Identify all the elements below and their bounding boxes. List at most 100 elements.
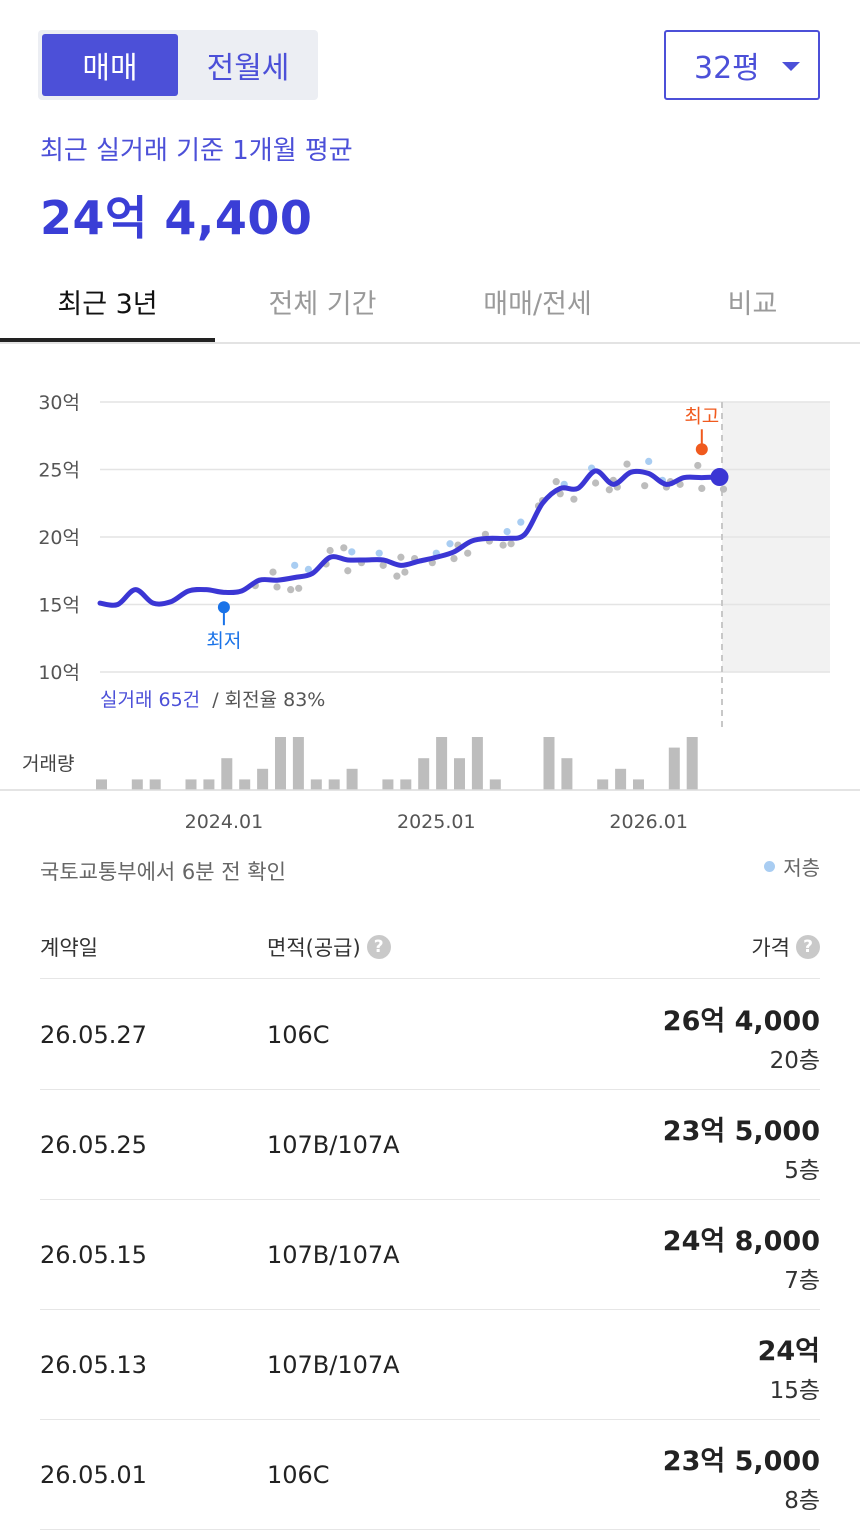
volume-bar: [633, 779, 644, 790]
deal-dot: [499, 541, 507, 549]
data-source-text: 국토교통부에서 6분 전 확인: [40, 860, 286, 884]
volume-bar: [96, 779, 107, 790]
floor: 15층: [769, 1378, 820, 1404]
low-floor-deal-dot: [291, 561, 299, 569]
help-icon[interactable]: ?: [796, 935, 820, 959]
y-tick-label: 15억: [38, 595, 80, 617]
tab-compare[interactable]: 비교: [727, 288, 778, 320]
deal-dot: [393, 572, 401, 580]
deal-dot: [605, 486, 613, 494]
volume-bar: [221, 758, 233, 790]
deal-dot: [269, 568, 277, 576]
deal-price: 24억 8,000: [662, 1226, 820, 1257]
volume-bar: [292, 737, 304, 790]
low-floor-deal-dot: [517, 518, 525, 526]
svg-text:실거래 65건 / 회전율 83%: 실거래 65건 / 회전율 83%: [100, 689, 325, 711]
volume-bar: [400, 779, 412, 790]
lowest-marker: [217, 601, 230, 614]
header-contract-date: 계약일: [40, 936, 98, 960]
low-floor-deal-dot: [375, 549, 383, 557]
area-type: 107B/107A: [267, 1131, 400, 1159]
low-floor-deal-dot: [446, 540, 454, 548]
contract-date: 26.05.27: [40, 1021, 147, 1049]
volume-bar: [597, 779, 609, 790]
volume-bar: [346, 768, 358, 790]
volume-bar: [275, 737, 286, 790]
volume-bar: [185, 779, 197, 790]
period-tabs: 최근 3년 전체 기간 매매/전세 비교: [0, 262, 860, 344]
floor: 8층: [784, 1488, 820, 1514]
highest-marker: [695, 443, 708, 456]
price-trend-line: [97, 468, 722, 608]
deal-dot: [450, 555, 458, 563]
header-price: 가격 ?: [751, 932, 820, 962]
volume-bar: [257, 768, 269, 790]
floor: 20층: [769, 1048, 820, 1074]
low-floor-deal-dot: [348, 548, 356, 556]
help-icon[interactable]: ?: [366, 935, 391, 959]
low-floor-deal-dot: [304, 565, 312, 573]
deal-dot: [273, 583, 281, 591]
highest-label: 최고: [684, 405, 719, 427]
deal-dot: [641, 482, 649, 490]
volume-bar: [489, 779, 501, 790]
contract-date: 26.05.13: [40, 1351, 147, 1379]
volume-bar: [471, 737, 483, 790]
deal-dot: [326, 546, 334, 555]
active-tab-indicator: [0, 338, 215, 342]
area-dropdown[interactable]: 32평: [664, 30, 820, 100]
volume-bar: [454, 758, 465, 790]
sale-tab[interactable]: 매매: [42, 34, 178, 96]
deal-price: 23억 5,000: [662, 1116, 820, 1147]
lease-tab[interactable]: 전월세: [206, 51, 290, 86]
volume-bar: [436, 737, 448, 790]
table-row[interactable]: 26.05.13 107B/107A 24억 15층: [40, 1309, 820, 1420]
tab-recent-3y[interactable]: 최근 3년: [57, 288, 158, 320]
area-type: 106C: [267, 1021, 330, 1049]
header-price-label: 가격: [751, 936, 790, 960]
deal-dot: [570, 495, 578, 503]
deal-dot: [694, 461, 702, 470]
table-row[interactable]: 26.05.15 107B/107A 24억 8,000 7층: [40, 1199, 820, 1310]
volume-bar: [615, 768, 627, 790]
area-dropdown-value: 32평: [694, 51, 760, 86]
deal-price: 24억: [757, 1336, 820, 1367]
tab-all-period[interactable]: 전체 기간: [268, 288, 377, 320]
tab-sale-jeonse[interactable]: 매매/전세: [483, 288, 592, 320]
x-tick-label: 2024.01: [185, 811, 264, 833]
average-label: 최근 실거래 기준 1개월 평균: [40, 136, 353, 166]
turnover-rate: / 회전율 83%: [212, 689, 325, 711]
deal-dot: [295, 584, 303, 592]
legend-low-floor: 저층: [764, 852, 820, 881]
header-area-label: 면적(공급): [267, 936, 361, 960]
area-type: 107B/107A: [267, 1351, 400, 1379]
volume-bar: [382, 779, 394, 790]
table-row[interactable]: 26.05.27 106C 26억 4,000 20층: [40, 979, 820, 1090]
deal-dot: [464, 549, 472, 557]
y-tick-label: 25억: [38, 460, 80, 482]
deal-price: 26억 4,000: [662, 1006, 820, 1037]
floor: 7층: [784, 1268, 820, 1294]
volume-bar: [561, 758, 573, 790]
deal-dot: [623, 460, 631, 468]
legend-low-floor-label: 저층: [783, 856, 820, 880]
low-floor-deal-dot: [503, 528, 511, 536]
y-tick-label: 10억: [38, 662, 80, 684]
volume-bar: [203, 779, 215, 790]
volume-bar: [328, 779, 340, 790]
header-area: 면적(공급) ?: [267, 932, 391, 962]
trade-type-toggle: 매매 전월세: [38, 30, 318, 100]
volume-bar: [310, 779, 322, 790]
table-row[interactable]: 26.05.25 107B/107A 23억 5,000 5층: [40, 1089, 820, 1200]
x-tick-label: 2025.01: [397, 811, 476, 833]
volume-bar: [686, 737, 698, 790]
volume-label: 거래량: [22, 753, 74, 775]
low-floor-deal-dot: [645, 457, 653, 465]
volume-bar: [131, 779, 143, 790]
volume-bar: [543, 737, 555, 790]
lowest-label: 최저: [206, 630, 241, 652]
deal-dot: [401, 568, 409, 576]
table-header: 계약일 면적(공급) ? 가격 ?: [40, 922, 820, 979]
low-floor-dot-icon: [764, 861, 776, 872]
table-row[interactable]: 26.05.01 106C 23억 5,000 8층: [40, 1419, 820, 1530]
